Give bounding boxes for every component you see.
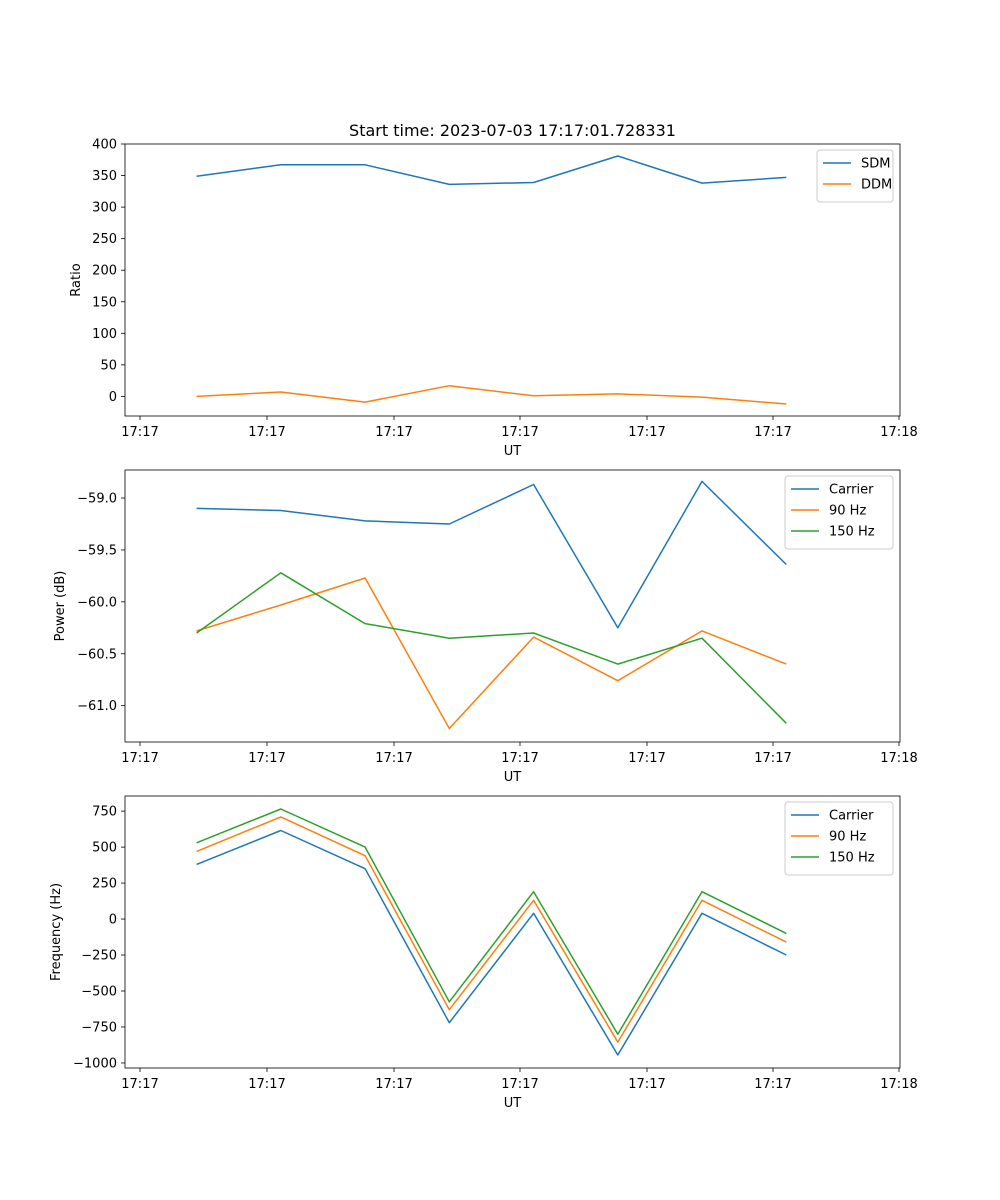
legend-label-150-hz: 150 Hz <box>829 851 875 866</box>
chart-title: Start time: 2023-07-03 17:17:01.728331 <box>349 121 676 140</box>
series-line-150-hz <box>196 808 787 1035</box>
legend-label-carrier: Carrier <box>829 483 874 498</box>
chart-panel-2: 17:17 17:17 17:17 17:17 17:17 17:17 17:18 UT −61… <box>53 469 918 785</box>
series-line-150-hz <box>196 572 787 724</box>
plot-frame <box>124 469 901 743</box>
x-tick-label: 17:17 <box>375 1077 412 1092</box>
y-tick-label: 100 <box>92 327 117 342</box>
legend-label-ddm: DDM <box>861 178 892 193</box>
x-tick-label: 17:17 <box>121 425 158 440</box>
x-tick-label: 17:17 <box>754 1077 791 1092</box>
x-tick-label: 17:17 <box>121 751 158 766</box>
plot-frame <box>124 795 901 1069</box>
y-tick-label: −61.0 <box>77 699 117 714</box>
legend-label-150-hz: 150 Hz <box>829 525 875 540</box>
y-tick-label: 350 <box>92 169 117 184</box>
y-tick-label: −60.5 <box>77 647 117 662</box>
legend-label-90-hz: 90 Hz <box>829 830 866 845</box>
x-tick-label: 17:17 <box>628 1077 665 1092</box>
y-axis-label: Power (dB) <box>53 571 68 642</box>
y-axis-label: Frequency (Hz) <box>49 883 64 981</box>
chart-panel-3: 17:17 17:17 17:17 17:17 17:17 17:17 17:18 UT −10… <box>49 795 918 1111</box>
series-line-sdm <box>196 155 787 186</box>
x-tick-label: 17:18 <box>880 1077 917 1092</box>
x-axis-label: UT <box>504 770 522 785</box>
y-tick-label: 300 <box>92 201 117 216</box>
legend-label-90-hz: 90 Hz <box>829 504 866 519</box>
y-tick-label: 250 <box>92 877 117 892</box>
y-tick-label: 500 <box>92 841 117 856</box>
series-line-90-hz <box>196 577 787 730</box>
x-tick-label: 17:17 <box>121 1077 158 1092</box>
y-axis-label: Ratio <box>69 263 84 296</box>
series-line-carrier <box>196 480 787 629</box>
y-tick-label: −59.0 <box>77 492 117 507</box>
y-tick-label: 250 <box>92 232 117 247</box>
chart-panel-1: Start time: 2023-07-03 17:17:01.728331 17… <box>69 121 918 459</box>
x-tick-label: 17:17 <box>375 425 412 440</box>
plot-frame <box>124 143 901 417</box>
x-axis-label: UT <box>504 1096 522 1111</box>
x-tick-label: 17:17 <box>248 1077 285 1092</box>
y-tick-label: −500 <box>81 985 117 1000</box>
legend: SDM DDM <box>816 149 894 203</box>
y-tick-label: −250 <box>81 949 117 964</box>
y-tick-label: 200 <box>92 264 117 279</box>
legend: Carrier 90 Hz 150 Hz <box>784 475 894 550</box>
x-tick-label: 17:17 <box>501 751 538 766</box>
y-tick-label: 750 <box>92 805 117 820</box>
y-tick-label: 50 <box>100 358 117 373</box>
x-tick-label: 17:17 <box>375 751 412 766</box>
x-axis-label: UT <box>504 444 522 459</box>
x-tick-label: 17:17 <box>248 751 285 766</box>
x-tick-label: 17:17 <box>501 425 538 440</box>
y-tick-label: −60.0 <box>77 595 117 610</box>
series-line-90-hz <box>196 816 787 1043</box>
x-tick-label: 17:17 <box>628 751 665 766</box>
x-tick-label: 17:17 <box>248 425 285 440</box>
x-tick-label: 17:17 <box>628 425 665 440</box>
x-tick-label: 17:17 <box>754 425 791 440</box>
y-tick-label: 150 <box>92 295 117 310</box>
x-tick-label: 17:18 <box>880 425 917 440</box>
y-tick-label: 0 <box>109 913 117 928</box>
x-tick-label: 17:17 <box>501 1077 538 1092</box>
y-tick-label: 0 <box>109 390 117 405</box>
y-tick-label: −750 <box>81 1020 117 1035</box>
y-tick-label: −1000 <box>73 1056 117 1071</box>
legend-label-sdm: SDM <box>861 157 890 172</box>
y-tick-label: −59.5 <box>77 543 117 558</box>
legend-label-carrier: Carrier <box>829 809 874 824</box>
x-tick-label: 17:17 <box>754 751 791 766</box>
series-line-ddm <box>196 384 787 405</box>
y-tick-label: 400 <box>92 138 117 153</box>
legend: Carrier 90 Hz 150 Hz <box>784 801 894 876</box>
series-line-carrier <box>196 829 787 1056</box>
x-tick-label: 17:18 <box>880 751 917 766</box>
